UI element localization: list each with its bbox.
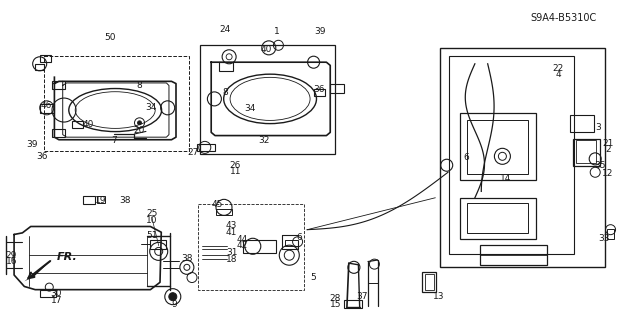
Text: 31: 31 [226, 248, 237, 257]
Bar [460, 113, 536, 180]
Text: 29: 29 [6, 251, 17, 260]
Text: 43: 43 [226, 221, 237, 230]
Text: 11: 11 [230, 167, 241, 176]
Text: 33: 33 [598, 234, 610, 243]
Text: S9A4-B5310C: S9A4-B5310C [530, 12, 596, 23]
Text: 38: 38 [181, 254, 193, 263]
Text: 17: 17 [51, 296, 62, 305]
Text: 8: 8 [137, 81, 142, 90]
Text: 45: 45 [212, 200, 223, 209]
Text: 14: 14 [500, 174, 511, 183]
Bar [200, 45, 335, 154]
Bar [285, 240, 298, 246]
Bar [97, 196, 105, 203]
Bar [449, 56, 574, 254]
Text: 46: 46 [40, 101, 52, 110]
Bar [197, 144, 215, 151]
Text: 27: 27 [188, 148, 199, 157]
Text: 6: 6 [297, 233, 302, 242]
Bar [467, 120, 528, 174]
Bar [314, 89, 325, 96]
Text: 3: 3 [596, 123, 601, 132]
Circle shape [138, 121, 141, 125]
Bar [243, 240, 276, 253]
Text: 42: 42 [236, 241, 248, 250]
Bar [570, 115, 594, 132]
Bar [576, 140, 596, 163]
Text: 21: 21 [602, 139, 614, 148]
Text: 16: 16 [6, 257, 17, 266]
Text: 36: 36 [36, 152, 48, 161]
Text: 15: 15 [330, 300, 341, 309]
Bar [72, 121, 83, 128]
Bar [35, 64, 44, 70]
Bar [40, 55, 51, 62]
Bar [422, 272, 436, 292]
Text: 8: 8 [223, 88, 228, 97]
Text: 18: 18 [226, 255, 237, 263]
Bar [216, 209, 232, 215]
Text: 51: 51 [146, 231, 157, 240]
Text: 41: 41 [226, 228, 237, 237]
Bar [330, 84, 344, 93]
Text: 6: 6 [463, 153, 468, 162]
Bar [52, 129, 65, 137]
Bar [150, 240, 166, 249]
Text: 7: 7 [111, 136, 116, 145]
Text: 2: 2 [605, 145, 611, 154]
Text: 22: 22 [552, 64, 564, 73]
Text: 12: 12 [602, 169, 614, 178]
Bar [480, 245, 547, 265]
Bar [219, 62, 233, 71]
Text: 39: 39 [314, 27, 326, 36]
Text: 40: 40 [260, 45, 272, 54]
Text: 50: 50 [104, 33, 116, 42]
Text: 25: 25 [146, 209, 157, 218]
Text: 36: 36 [313, 85, 324, 94]
Text: 34: 34 [244, 104, 255, 113]
Bar [344, 300, 362, 308]
Text: 13: 13 [433, 292, 445, 301]
Text: 32: 32 [258, 137, 269, 145]
Bar [44, 56, 189, 151]
Polygon shape [24, 259, 52, 281]
Text: 38: 38 [120, 197, 131, 205]
Text: 30: 30 [51, 289, 62, 298]
Text: 4: 4 [556, 70, 561, 79]
Circle shape [169, 293, 177, 301]
Text: 5: 5 [311, 273, 316, 282]
Bar [40, 104, 54, 113]
Text: 37: 37 [356, 292, 367, 301]
Text: 9: 9 [172, 300, 177, 309]
Text: 39: 39 [26, 140, 38, 149]
Text: FR.: FR. [56, 252, 77, 262]
Text: 10: 10 [146, 216, 157, 225]
Text: 26: 26 [230, 161, 241, 170]
Text: 34: 34 [145, 103, 157, 112]
Bar [83, 196, 95, 204]
Bar [467, 203, 528, 233]
Text: 40: 40 [83, 120, 94, 129]
Bar [573, 139, 600, 166]
Bar [198, 204, 304, 290]
Bar [40, 290, 56, 297]
Bar [440, 48, 605, 267]
Bar [52, 81, 65, 89]
Text: 28: 28 [330, 294, 341, 303]
Bar [425, 274, 434, 290]
Bar [460, 198, 536, 239]
Text: 19: 19 [95, 197, 107, 205]
Text: 44: 44 [236, 235, 248, 244]
Text: 1: 1 [274, 27, 279, 36]
Text: 24: 24 [220, 25, 231, 34]
Text: 35: 35 [595, 161, 606, 170]
Bar [607, 229, 614, 239]
Text: 20: 20 [134, 126, 145, 135]
